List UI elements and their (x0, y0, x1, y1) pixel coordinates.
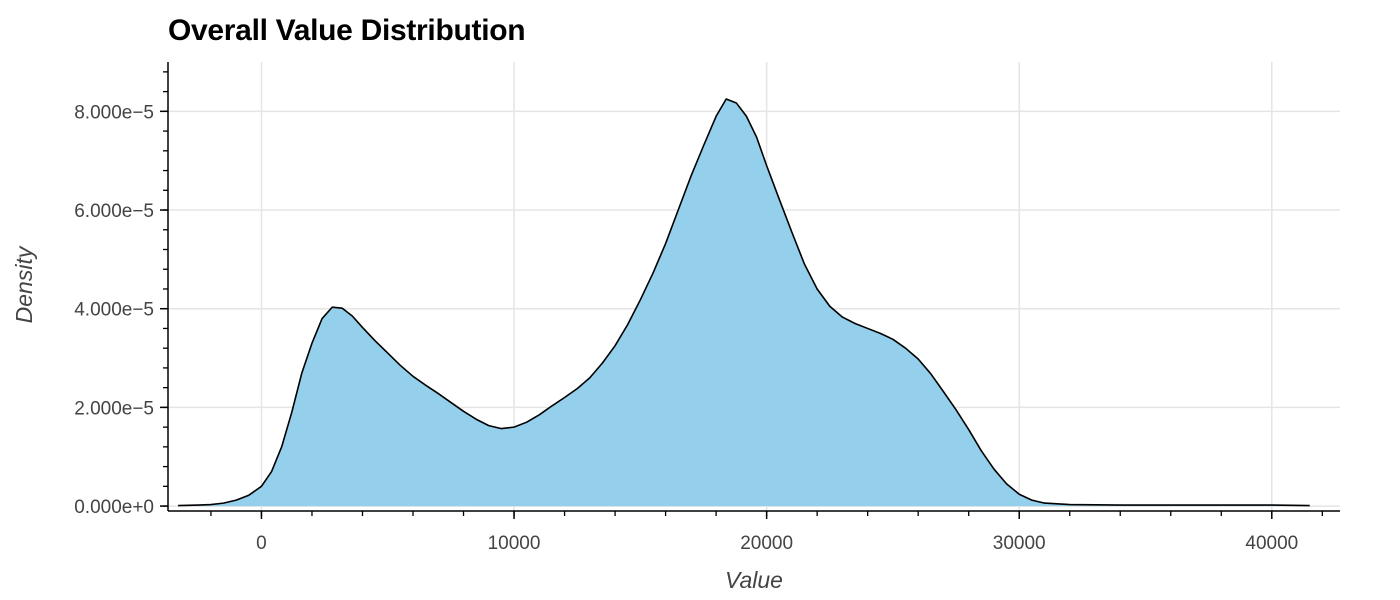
x-tick-label: 30000 (993, 533, 1046, 554)
y-tick-label: 4.000e−5 (74, 300, 154, 321)
x-tick-label: 40000 (1245, 533, 1298, 554)
density-area (178, 99, 1310, 507)
density-curve (178, 98, 1310, 507)
x-tick-label: 10000 (488, 533, 541, 554)
y-axis-label: Density (11, 245, 37, 323)
chart-title: Overall Value Distribution (168, 14, 526, 47)
y-tick-label: 0.000e+0 (74, 497, 154, 518)
axes (160, 62, 1340, 519)
x-axis-label: Value (725, 567, 783, 593)
x-tick-label: 20000 (740, 533, 793, 554)
y-tick-label: 8.000e−5 (74, 102, 154, 123)
tick-labels: 0 10000 20000 30000 40000 0.000e+0 2.000e−5 4.0… (74, 102, 1298, 554)
x-tick-label: 0 (256, 533, 267, 554)
y-tick-label: 6.000e−5 (74, 201, 154, 222)
y-tick-label: 2.000e−5 (74, 398, 154, 419)
